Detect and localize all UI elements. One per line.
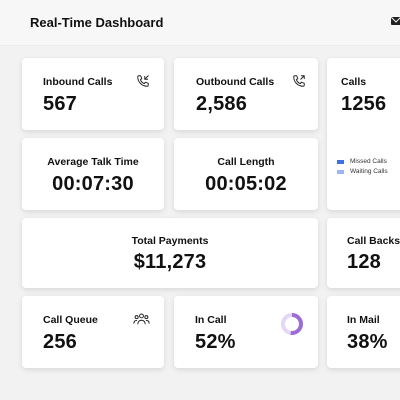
legend-swatch-waiting bbox=[337, 169, 344, 174]
top-bar: Real-Time Dashboard bbox=[0, 0, 400, 46]
inbound-calls-label: Inbound Calls bbox=[43, 76, 113, 88]
average-talk-time-card[interactable]: Average Talk Time 00:07:30 bbox=[22, 138, 164, 210]
calls-card[interactable]: Calls 1256 Missed Calls Waiting Calls bbox=[327, 58, 400, 210]
outbound-calls-value: 2,586 bbox=[196, 93, 248, 115]
inbound-calls-value: 567 bbox=[43, 93, 77, 115]
call-queue-card[interactable]: Call Queue 256 bbox=[22, 296, 164, 368]
page-title: Real-Time Dashboard bbox=[30, 15, 164, 30]
legend-item-waiting: Waiting Calls bbox=[337, 168, 388, 175]
in-mail-value: 38% bbox=[347, 331, 388, 353]
call-queue-value: 256 bbox=[43, 331, 77, 353]
calls-legend: Missed Calls Waiting Calls bbox=[337, 158, 388, 178]
in-mail-label: In Mail bbox=[347, 314, 380, 326]
average-talk-time-value: 00:07:30 bbox=[52, 173, 134, 195]
calls-value: 1256 bbox=[341, 93, 387, 115]
in-call-card[interactable]: In Call 52% bbox=[174, 296, 318, 368]
legend-label-missed: Missed Calls bbox=[350, 158, 387, 165]
outbound-calls-label: Outbound Calls bbox=[196, 76, 275, 88]
total-payments-label: Total Payments bbox=[131, 235, 209, 247]
in-call-ring-fill bbox=[281, 313, 303, 335]
calls-label: Calls bbox=[341, 76, 367, 88]
inbound-calls-card[interactable]: Inbound Calls 567 bbox=[22, 58, 164, 130]
mail-icon[interactable] bbox=[391, 17, 400, 25]
call-length-card[interactable]: Call Length 00:05:02 bbox=[174, 138, 318, 210]
call-length-label: Call Length bbox=[217, 156, 275, 168]
call-queue-label: Call Queue bbox=[43, 314, 98, 326]
legend-item-missed: Missed Calls bbox=[337, 158, 388, 165]
in-mail-card[interactable]: In Mail 38% bbox=[327, 296, 400, 368]
call-backs-label: Call Backs bbox=[347, 235, 400, 247]
total-payments-value: $11,273 bbox=[133, 251, 207, 273]
users-group-icon bbox=[133, 313, 150, 325]
outbound-calls-card[interactable]: Outbound Calls 2,586 bbox=[174, 58, 318, 130]
call-backs-card[interactable]: Call Backs 128 bbox=[327, 218, 400, 288]
legend-label-waiting: Waiting Calls bbox=[350, 168, 388, 175]
legend-swatch-missed bbox=[337, 159, 344, 164]
total-payments-card[interactable]: Total Payments $11,273 bbox=[22, 218, 318, 288]
phone-outgoing-icon bbox=[293, 75, 305, 87]
phone-incoming-icon bbox=[137, 75, 149, 87]
call-backs-value: 128 bbox=[347, 251, 381, 273]
call-length-value: 00:05:02 bbox=[205, 173, 287, 195]
in-call-label: In Call bbox=[195, 314, 227, 326]
in-call-value: 52% bbox=[195, 331, 236, 353]
in-call-ring bbox=[281, 313, 303, 335]
average-talk-time-label: Average Talk Time bbox=[47, 156, 139, 168]
